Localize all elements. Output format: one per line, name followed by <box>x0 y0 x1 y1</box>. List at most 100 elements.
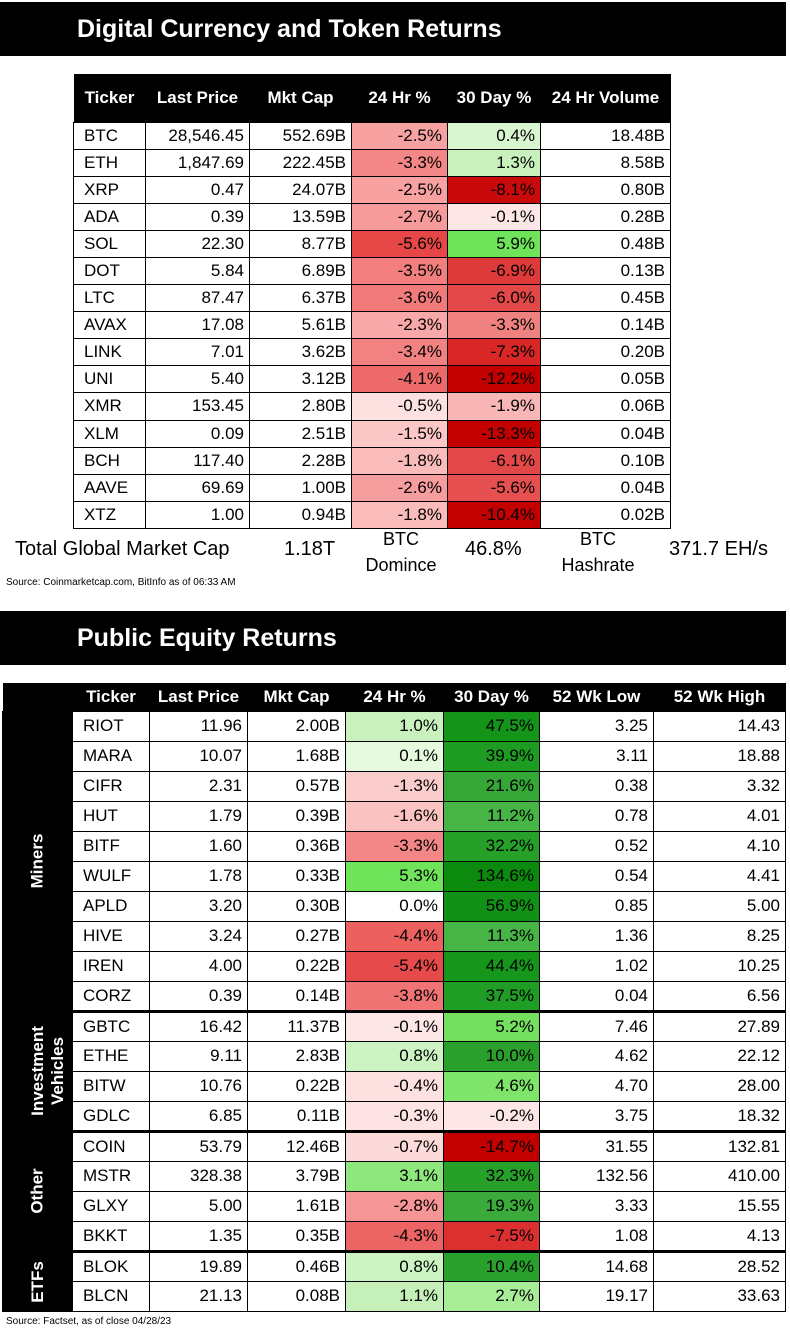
equity-row: HUT 1.79 0.39B -1.6% 11.2% 0.78 4.01 <box>3 800 786 832</box>
market-cap-cell: 0.39B <box>247 800 346 832</box>
crypto-row: ADA 0.39 13.59B -2.7% -0.1% 0.28B <box>73 202 671 231</box>
volume-24h-cell: 0.02B <box>540 500 671 529</box>
change-24h-cell: -3.3% <box>351 148 448 177</box>
volume-24h-cell: 0.04B <box>540 473 671 502</box>
change-24h-cell: 1.0% <box>345 710 444 742</box>
volume-24h-cell: 0.20B <box>540 338 671 367</box>
market-cap-cell: 0.30B <box>247 890 346 922</box>
last-price-cell: 10.07 <box>149 740 248 772</box>
market-cap-cell: 0.22B <box>247 950 346 982</box>
low-52wk-cell: 3.75 <box>539 1100 654 1132</box>
volume-24h-cell: 0.10B <box>540 446 671 475</box>
high-52wk-cell: 4.10 <box>653 830 786 862</box>
equity-row: MARA 10.07 1.68B 0.1% 39.9% 3.11 18.88 <box>3 740 786 772</box>
change-30d-cell: -14.7% <box>443 1129 540 1162</box>
ticker-cell: BTC <box>73 121 146 150</box>
last-price-cell: 1.79 <box>149 800 248 832</box>
market-cap-cell: 1.68B <box>247 740 346 772</box>
equity-row: BITW 10.76 0.22B -0.4% 4.6% 4.70 28.00 <box>3 1070 786 1102</box>
change-24h-cell: -0.4% <box>345 1070 444 1102</box>
market-cap-cell: 0.14B <box>247 980 346 1012</box>
crypto-row: XLM 0.09 2.51B -1.5% -13.3% 0.04B <box>73 419 671 448</box>
change-24h-cell: -1.3% <box>345 770 444 802</box>
last-price-cell: 5.00 <box>149 1190 248 1222</box>
volume-24h-cell: 8.58B <box>540 148 671 177</box>
ticker-cell: IREN <box>72 950 150 982</box>
market-cap-cell: 0.35B <box>247 1220 346 1252</box>
volume-24h-cell: 0.45B <box>540 284 671 313</box>
last-price-cell: 9.11 <box>149 1040 248 1072</box>
equity-row: BITF 1.60 0.36B -3.3% 32.2% 0.52 4.10 <box>3 830 786 862</box>
ticker-cell: BITF <box>72 830 150 862</box>
change-24h-cell: -0.5% <box>351 392 448 421</box>
ticker-cell: LTC <box>73 284 146 313</box>
ticker-cell: LINK <box>73 338 146 367</box>
volume-24h-cell: 0.28B <box>540 202 671 231</box>
btc-hashrate-value: 371.7 EH/s <box>669 538 768 560</box>
market-cap-cell: 0.11B <box>247 1100 346 1132</box>
crypto-section-title: Digital Currency and Token Returns <box>0 2 786 56</box>
change-24h-cell: -4.4% <box>345 920 444 952</box>
low-52wk-cell: 4.70 <box>539 1070 654 1102</box>
market-cap-cell: 2.28B <box>249 446 352 475</box>
change-24h-cell: 0.0% <box>345 890 444 922</box>
high-52wk-cell: 28.00 <box>653 1070 786 1102</box>
low-52wk-cell: 132.56 <box>539 1160 654 1192</box>
market-cap-cell: 13.59B <box>249 202 352 231</box>
high-52wk-cell: 22.12 <box>653 1040 786 1072</box>
ticker-cell: XMR <box>73 392 146 421</box>
last-price-cell: 69.69 <box>145 473 250 502</box>
volume-24h-cell: 0.05B <box>540 365 671 394</box>
market-cap-cell: 0.08B <box>247 1280 346 1312</box>
ticker-cell: WULF <box>72 860 150 892</box>
last-price-cell: 1.35 <box>149 1220 248 1252</box>
high-52wk-cell: 18.88 <box>653 740 786 772</box>
equity-row: Miners RIOT 11.96 2.00B 1.0% 47.5% 3.25 14.43 <box>2 710 786 1012</box>
change-30d-cell: -8.1% <box>447 175 541 204</box>
change-24h-cell: -0.3% <box>345 1100 444 1132</box>
high-52wk-cell: 14.43 <box>653 710 786 742</box>
ticker-cell: XLM <box>73 419 146 448</box>
high-52wk-cell: 15.55 <box>653 1190 786 1222</box>
crypto-source-note: Source: Coinmarketcap.com, BitInfo as of… <box>6 577 236 588</box>
last-price-cell: 153.45 <box>145 392 250 421</box>
crypto-row: BTC 28,546.45 552.69B -2.5% 0.4% 18.48B <box>73 121 671 150</box>
group-label-line: Investment <box>27 1026 47 1116</box>
market-cap-cell: 11.37B <box>247 1009 346 1042</box>
equity-row: CIFR 2.31 0.57B -1.3% 21.6% 0.38 3.32 <box>3 770 786 802</box>
change-30d-cell: 2.7% <box>443 1280 540 1312</box>
volume-24h-cell: 0.13B <box>540 256 671 286</box>
market-cap-cell: 2.83B <box>247 1040 346 1072</box>
change-24h-cell: -5.4% <box>345 950 444 982</box>
column-header: Mkt Cap <box>249 74 352 122</box>
ticker-cell: CIFR <box>72 770 150 802</box>
low-52wk-cell: 0.54 <box>539 860 654 892</box>
high-52wk-cell: 410.00 <box>653 1160 786 1192</box>
market-cap-cell: 2.80B <box>249 392 352 421</box>
market-cap-cell: 2.51B <box>249 419 352 448</box>
crypto-row: AVAX 17.08 5.61B -2.3% -3.3% 0.14B <box>73 311 671 340</box>
last-price-cell: 21.13 <box>149 1280 248 1312</box>
column-header: 52 Wk Low <box>539 683 654 711</box>
low-52wk-cell: 0.38 <box>539 770 654 802</box>
change-24h-cell: -4.1% <box>351 365 448 394</box>
market-cap-cell: 0.46B <box>247 1249 346 1282</box>
change-30d-cell: 1.3% <box>447 148 541 177</box>
group-header-spacer <box>2 683 73 711</box>
last-price-cell: 117.40 <box>145 446 250 475</box>
crypto-row: XMR 153.45 2.80B -0.5% -1.9% 0.06B <box>73 392 671 421</box>
change-30d-cell: -10.4% <box>447 500 541 529</box>
market-cap-cell: 0.57B <box>247 770 346 802</box>
column-header: 24 Hr Volume <box>540 74 671 122</box>
market-cap-cell: 552.69B <box>249 121 352 150</box>
last-price-cell: 28,546.45 <box>145 121 250 150</box>
total-market-cap-value: 1.18T <box>284 538 336 560</box>
change-30d-cell: 4.6% <box>443 1070 540 1102</box>
market-cap-cell: 1.61B <box>247 1190 346 1222</box>
change-24h-cell: -1.6% <box>345 800 444 832</box>
equity-row: MSTR 328.38 3.79B 3.1% 32.3% 132.56 410.00 <box>3 1160 786 1192</box>
change-24h-cell: -5.6% <box>351 229 448 258</box>
ticker-cell: MARA <box>72 740 150 772</box>
btc-dominance-value: 46.8% <box>465 538 522 560</box>
market-cap-cell: 3.79B <box>247 1160 346 1192</box>
